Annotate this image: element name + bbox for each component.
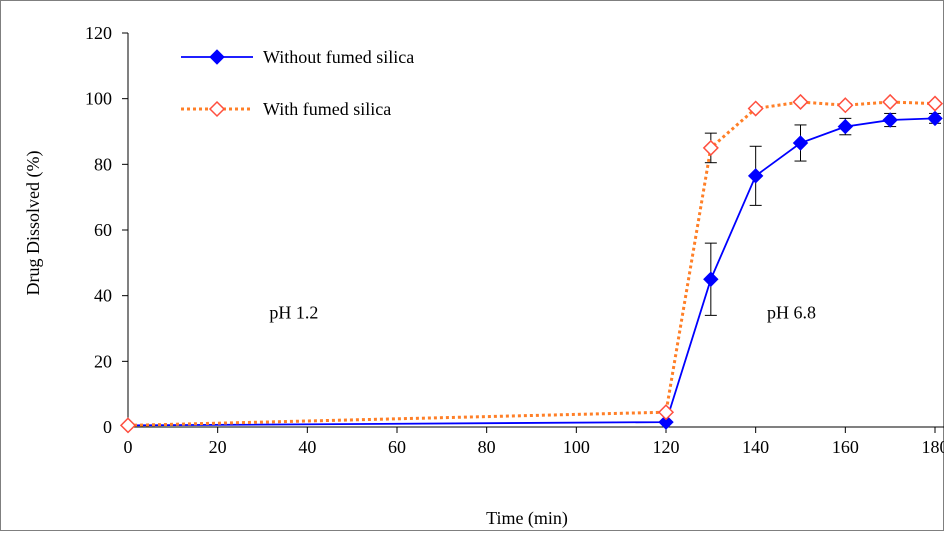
x-tick-label: 120 [653, 437, 680, 457]
data-point [838, 120, 852, 134]
x-tick-label: 20 [209, 437, 227, 457]
legend-marker-without-fumed-silica [210, 50, 224, 64]
series-layer [121, 95, 942, 432]
annotation-label: pH 6.8 [767, 303, 816, 323]
data-point [749, 169, 763, 183]
x-tick-label: 140 [742, 437, 769, 457]
legend-entry-with-fumed-silica: With fumed silica [181, 99, 391, 119]
y-tick-label: 60 [94, 220, 112, 240]
series-line-1 [128, 102, 935, 425]
data-point [121, 418, 135, 432]
legend-entry-without-fumed-silica: Without fumed silica [181, 47, 414, 67]
y-tick-label: 40 [94, 286, 112, 306]
data-point [838, 98, 852, 112]
x-tick-label: 160 [832, 437, 859, 457]
y-axis-title: Drug Dissolved (%) [23, 151, 44, 296]
data-point [794, 95, 808, 109]
legend-label-with-fumed-silica: With fumed silica [263, 99, 391, 119]
data-point [704, 272, 718, 286]
x-tick-label: 80 [478, 437, 496, 457]
y-tick-label: 80 [94, 154, 112, 174]
legend-label-without-fumed-silica: Without fumed silica [263, 47, 414, 67]
x-tick-label: 180 [922, 437, 944, 457]
series-0 [121, 111, 942, 432]
legend-marker-with-fumed-silica [210, 102, 224, 116]
tick-labels: 0 20 40 60 80 100 120 0 20 40 60 80 100 120 140 160 180 [85, 23, 944, 457]
data-point [794, 136, 808, 150]
y-tick-label: 0 [103, 417, 112, 437]
annotation-label: pH 1.2 [269, 303, 318, 323]
annotations: pH 1.2 pH 6.8 [269, 303, 816, 323]
x-tick-label: 0 [124, 437, 133, 457]
x-tick-label: 60 [388, 437, 406, 457]
x-axis-title: Time (min) [486, 508, 568, 529]
x-tick-label: 40 [298, 437, 316, 457]
y-tick-label: 20 [94, 351, 112, 371]
data-point [883, 95, 897, 109]
data-point [883, 113, 897, 127]
x-tick-label: 100 [563, 437, 590, 457]
series-1 [121, 95, 942, 432]
data-point [704, 141, 718, 155]
data-point [928, 97, 942, 111]
axes [122, 33, 944, 433]
series-line-0 [128, 118, 935, 425]
legend: Without fumed silica With fumed silica [181, 47, 414, 119]
y-tick-label: 100 [85, 89, 112, 109]
y-tick-label: 120 [85, 23, 112, 43]
